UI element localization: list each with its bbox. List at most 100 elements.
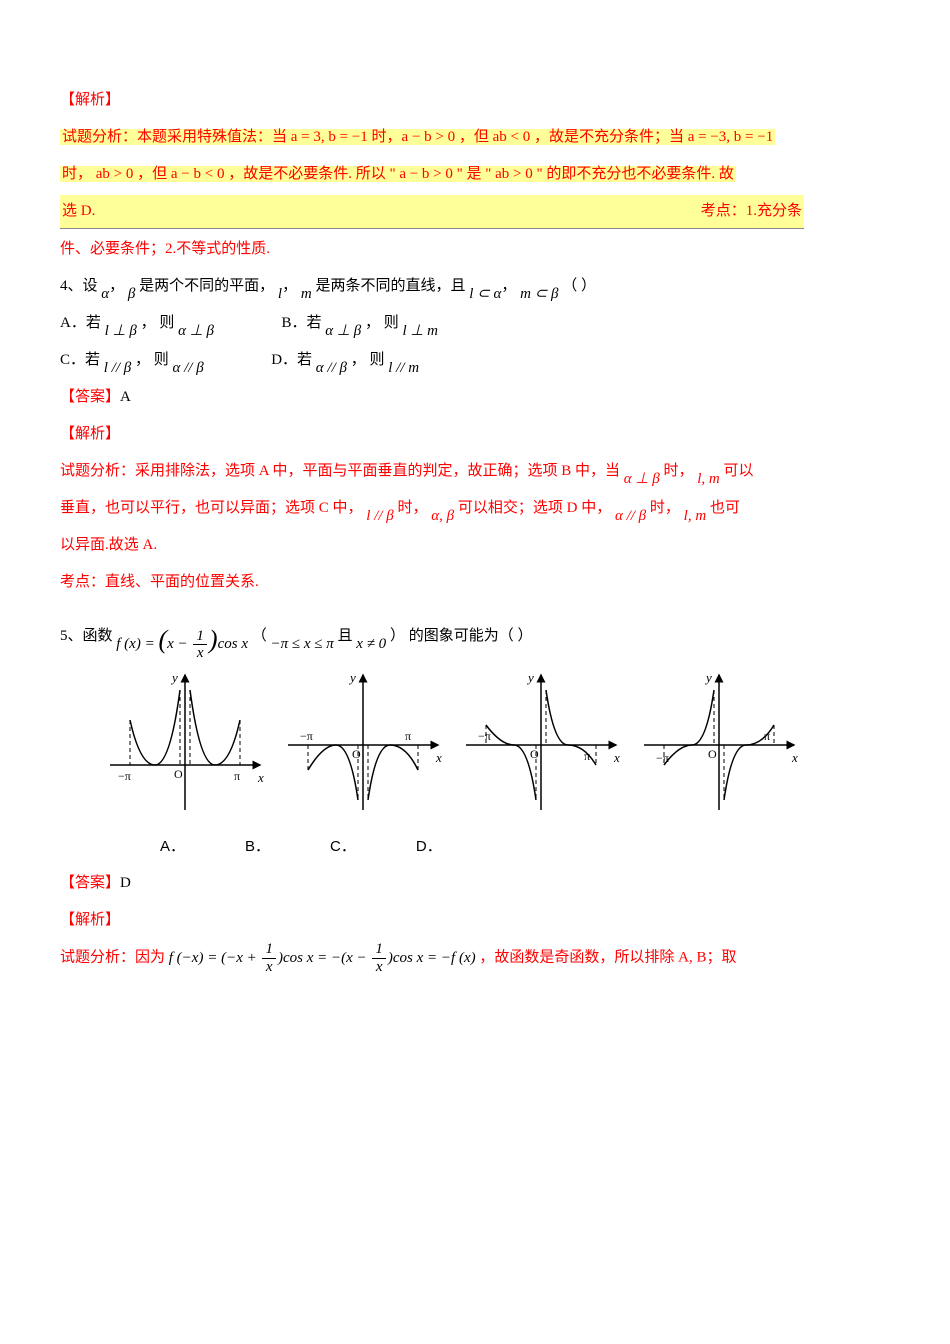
q5-options: A． B． C． D． (160, 830, 890, 863)
graph-c: x y −π π O (456, 670, 626, 820)
q4-a2-mid3: 时， (650, 500, 680, 516)
answer-title-5: 【答案】 (60, 875, 120, 891)
q5-a-math: f (−x) = (−x + 1x)cos x = −(x − 1x)cos x… (169, 950, 480, 966)
optA-ze: ， 则 (141, 315, 179, 331)
svg-text:x: x (613, 750, 620, 765)
svg-text:y: y (170, 670, 178, 685)
analysis-line-2: 时， ab > 0 ，但 a − b < 0 ，故是不必要条件. 所以 " a … (60, 158, 890, 191)
svg-text:−π: −π (118, 769, 131, 783)
optB-then: l ⊥ m (402, 315, 438, 348)
answer-title-4: 【答案】 (60, 389, 120, 405)
optA-label: A．若 (60, 315, 105, 331)
q4-analysis-3: 以异面.故选 A. (60, 529, 890, 562)
optC-ze: ， 则 (135, 352, 173, 368)
q4-a2-end: 也可 (710, 500, 740, 516)
svg-text:−π: −π (656, 751, 669, 765)
q4-answer: 【答案】A (60, 381, 890, 414)
q4-end: （ ） (562, 278, 596, 294)
hl-text-3a: 选 D. (62, 203, 95, 219)
q4-a1-mid: 时， (663, 463, 693, 479)
hl-text-2: 时， ab > 0 ，但 a − b < 0 ，故是不必要条件. 所以 " a … (60, 166, 736, 182)
q4-cond2: m ⊂ β (520, 278, 558, 311)
q5-domain2: x ≠ 0 (356, 628, 386, 661)
q4-prefix: 4、设 (60, 278, 101, 294)
optA-then: α ⊥ β (178, 315, 214, 348)
q4-kaodian: 考点：直线、平面的位置关系. (60, 566, 890, 599)
optB-cond: α ⊥ β (325, 315, 361, 348)
svg-text:y: y (348, 670, 356, 685)
q4-a1-m2: l, m (697, 463, 720, 496)
svg-text:−π: −π (478, 729, 491, 743)
svg-text:π: π (405, 729, 411, 743)
optB-5: B． (245, 830, 270, 863)
optD-then: l // m (388, 352, 419, 385)
optC-label: C．若 (60, 352, 104, 368)
q5-func: f (x) = (x − 1x)cos x (116, 611, 248, 668)
q4-options-row1: A．若 l ⊥ β ， 则 α ⊥ β B．若 α ⊥ β ， 则 l ⊥ m (60, 307, 890, 340)
jiexi-title-1: 【解析】 (60, 84, 890, 117)
q5-graphs: x y −π π O x y −π π O (100, 670, 890, 820)
q4-jiexi-title: 【解析】 (60, 418, 890, 451)
q4-l: l (278, 278, 282, 311)
q4-alpha: α (101, 278, 109, 311)
optC-cond: l // β (104, 352, 131, 385)
graph-d: x y −π π O (634, 670, 804, 820)
answer-val-4: A (120, 389, 131, 405)
q4-a2-m3: α // β (615, 500, 646, 533)
q4-options-row2: C．若 l // β ， 则 α // β D．若 α // β ， 则 l /… (60, 344, 890, 377)
q4-analysis-1: 试题分析：采用排除法，选项 A 中，平面与平面垂直的判定，故正确；选项 B 中，… (60, 455, 890, 488)
svg-text:y: y (526, 670, 534, 685)
optD-ze: ， 则 (351, 352, 389, 368)
kaodian-line-4: 件、必要条件；2.不等式的性质. (60, 233, 890, 266)
q4-mid2: 是两条不同的直线，且 (315, 278, 469, 294)
q5-answer: 【答案】D (60, 867, 890, 900)
q5-stem: 5、函数 f (x) = (x − 1x)cos x （ −π ≤ x ≤ π … (60, 603, 890, 660)
graph-b: x y −π π O (278, 670, 448, 820)
q5-domain: −π ≤ x ≤ π (271, 628, 334, 661)
svg-text:π: π (234, 769, 240, 783)
q4-a1-end: 可以 (723, 463, 753, 479)
q4-a2-m4: l, m (684, 500, 707, 533)
graph-a: x y −π π O (100, 670, 270, 820)
svg-text:O: O (530, 747, 539, 761)
q4-a2-mid1: 时， (398, 500, 428, 516)
q5-suffix: 的图象可能为（ ） (409, 628, 533, 644)
optB-label: B．若 (282, 315, 326, 331)
answer-val-5: D (120, 875, 131, 891)
q5-a-text: 试题分析：因为 (60, 950, 169, 966)
optA-5: A． (160, 830, 185, 863)
q5-a-mid: ，故函数是奇函数，所以排除 A, B；取 (479, 950, 736, 966)
hl-text-1: 试题分析：本题采用特殊值法：当 a = 3, b = −1 时，a − b > … (60, 129, 775, 145)
optC-then: α // β (173, 352, 204, 385)
svg-text:x: x (257, 770, 264, 785)
q4-m: m (301, 278, 312, 311)
svg-text:x: x (791, 750, 798, 765)
q4-a2-mid2: 可以相交；选项 D 中， (458, 500, 611, 516)
q5-jiexi-title: 【解析】 (60, 904, 890, 937)
svg-text:O: O (174, 767, 183, 781)
optA-cond: l ⊥ β (105, 315, 137, 348)
q4-a1-text: 试题分析：采用排除法，选项 A 中，平面与平面垂直的判定，故正确；选项 B 中，… (60, 463, 624, 479)
optD-5: D． (416, 830, 442, 863)
optD-label: D．若 (271, 352, 316, 368)
q4-beta: β (128, 278, 135, 311)
q4-stem: 4、设 α， β 是两个不同的平面， l， m 是两条不同的直线，且 l ⊂ α… (60, 270, 890, 303)
q4-mid: 是两个不同的平面， (139, 278, 274, 294)
svg-text:x: x (435, 750, 442, 765)
q4-cond1: l ⊂ α (469, 278, 501, 311)
svg-text:y: y (704, 670, 712, 685)
kaodian-right: 考点：1.充分条 (701, 195, 802, 228)
analysis-line-3: 选 D. 考点：1.充分条 (60, 195, 890, 229)
svg-text:O: O (352, 747, 361, 761)
q4-analysis-2: 垂直，也可以平行，也可以异面；选项 C 中， l // β 时， α, β 可以… (60, 492, 890, 525)
q4-a2-m2: α, β (431, 500, 454, 533)
analysis-line-1: 试题分析：本题采用特殊值法：当 a = 3, b = −1 时，a − b > … (60, 121, 890, 154)
optD-cond: α // β (316, 352, 347, 385)
q4-a2-a: 垂直，也可以平行，也可以异面；选项 C 中， (60, 500, 363, 516)
optC-5: C． (330, 830, 356, 863)
q4-a2-m1: l // β (366, 500, 393, 533)
svg-text:−π: −π (300, 729, 313, 743)
q4-a1-m1: α ⊥ β (624, 463, 660, 496)
q5-prefix: 5、函数 (60, 628, 116, 644)
svg-text:O: O (708, 747, 717, 761)
